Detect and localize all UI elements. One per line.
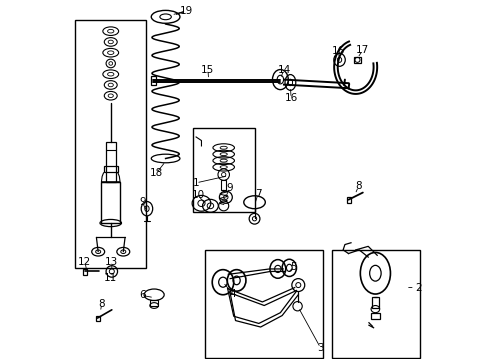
Text: 3: 3 <box>317 343 323 353</box>
Bar <box>346 197 350 203</box>
Text: 2: 2 <box>414 283 421 293</box>
Text: 7: 7 <box>254 189 261 199</box>
Bar <box>370 314 379 319</box>
Text: 17: 17 <box>355 45 369 55</box>
Text: 18: 18 <box>150 168 163 178</box>
Text: 14: 14 <box>277 64 290 75</box>
Text: 8: 8 <box>98 299 105 309</box>
Bar <box>332 250 419 357</box>
Text: 9: 9 <box>139 197 145 207</box>
Text: 10: 10 <box>191 190 204 200</box>
Bar <box>371 297 378 308</box>
Text: 5: 5 <box>290 262 297 272</box>
Bar <box>83 269 86 275</box>
Text: 13: 13 <box>105 257 118 267</box>
Bar <box>149 301 158 306</box>
Text: 4: 4 <box>229 289 236 299</box>
Text: 15: 15 <box>201 64 214 75</box>
Bar <box>105 142 116 182</box>
Text: 1: 1 <box>192 178 199 188</box>
Bar <box>101 182 120 223</box>
Text: 16: 16 <box>331 46 345 56</box>
Text: 12: 12 <box>78 257 91 267</box>
Text: 16: 16 <box>284 93 297 103</box>
Bar <box>192 128 255 212</box>
Text: 11: 11 <box>104 273 117 283</box>
Bar <box>96 316 100 321</box>
Text: 8: 8 <box>354 181 361 192</box>
Text: 9: 9 <box>225 183 232 193</box>
Bar <box>75 21 145 268</box>
Text: 19: 19 <box>180 6 193 16</box>
Bar <box>150 76 155 85</box>
Bar <box>103 166 118 172</box>
Bar <box>221 180 226 190</box>
Text: 6: 6 <box>139 291 145 301</box>
Bar <box>204 250 323 357</box>
Bar <box>353 57 360 63</box>
